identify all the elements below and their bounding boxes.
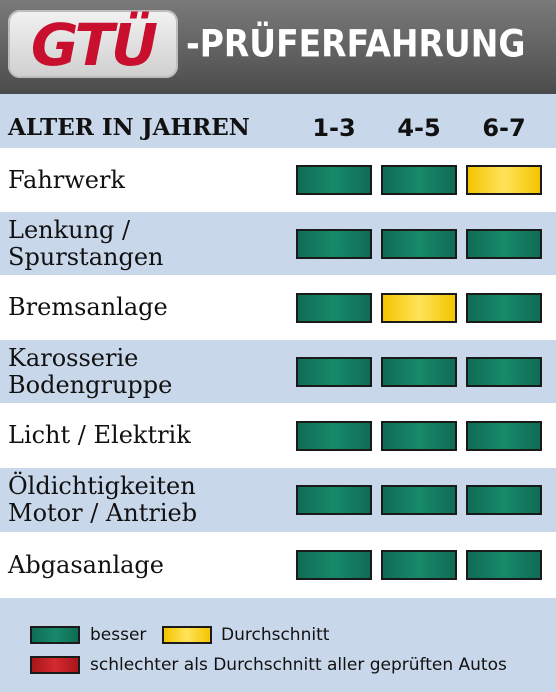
rating-cell-1-3-good (296, 165, 372, 195)
header-banner: GTÜ -PRÜFERFAHRUNG (0, 0, 556, 94)
logo-text: GTÜ (30, 11, 158, 79)
column-header-1-3: 1-3 (312, 114, 356, 142)
rating-cell-4-5-good (381, 485, 457, 515)
legend-label-durchschnitt: Durchschnitt (221, 625, 330, 645)
column-header-age: ALTER IN JAHREN (8, 114, 250, 141)
legend: besser Durchschnitt schlechter als Durch… (0, 606, 556, 692)
row-label: Bremsanlage (8, 293, 168, 321)
row-label: Fahrwerk (8, 165, 126, 194)
legend-label-schlechter: schlechter als Durchschnitt aller geprüf… (90, 655, 507, 675)
table-row: Lenkung / Spurstangen (0, 212, 556, 275)
page-title: -PRÜFERFAHRUNG (186, 22, 526, 66)
table-row: Öldichtigkeiten Motor / Antrieb (0, 468, 556, 532)
rating-cell-1-3-good (296, 356, 372, 387)
table-row: Licht / Elektrik (0, 403, 556, 468)
rating-cell-4-5-avg (381, 292, 457, 323)
rating-cell-1-3-good (296, 485, 372, 515)
row-label: Karosserie Bodengruppe (8, 343, 173, 399)
legend-swatch-besser (30, 626, 80, 644)
column-header-4-5: 4-5 (397, 114, 441, 142)
rating-cell-4-5-good (381, 550, 457, 580)
legend-swatch-schlechter (30, 656, 80, 674)
rating-cell-6-7-avg (466, 165, 542, 195)
table-row: Fahrwerk (0, 148, 556, 212)
legend-swatch-durchschnitt (162, 626, 212, 644)
rating-cell-6-7-good (466, 485, 542, 515)
rating-cell-1-3-good (296, 292, 372, 323)
rating-cell-6-7-good (466, 550, 542, 580)
rating-cell-6-7-good (466, 420, 542, 451)
rating-cell-4-5-good (381, 165, 457, 195)
rating-cell-4-5-good (381, 228, 457, 259)
row-label: Abgasanlage (8, 550, 164, 579)
table-row: Bremsanlage (0, 275, 556, 340)
rating-cell-4-5-good (381, 420, 457, 451)
table-row: Abgasanlage (0, 532, 556, 598)
row-label: Öldichtigkeiten Motor / Antrieb (8, 472, 198, 527)
row-label: Lenkung / Spurstangen (8, 215, 164, 271)
rating-cell-1-3-good (296, 550, 372, 580)
row-label: Licht / Elektrik (8, 421, 191, 449)
gtu-logo: GTÜ (8, 10, 178, 79)
rating-cell-6-7-good (466, 228, 542, 259)
rating-cell-6-7-good (466, 292, 542, 323)
rating-cell-1-3-good (296, 420, 372, 451)
legend-label-besser: besser (90, 625, 147, 645)
rating-cell-4-5-good (381, 356, 457, 387)
rating-cell-6-7-good (466, 356, 542, 387)
column-header-6-7: 6-7 (482, 114, 526, 142)
table-row: Karosserie Bodengruppe (0, 340, 556, 403)
rating-cell-1-3-good (296, 228, 372, 259)
